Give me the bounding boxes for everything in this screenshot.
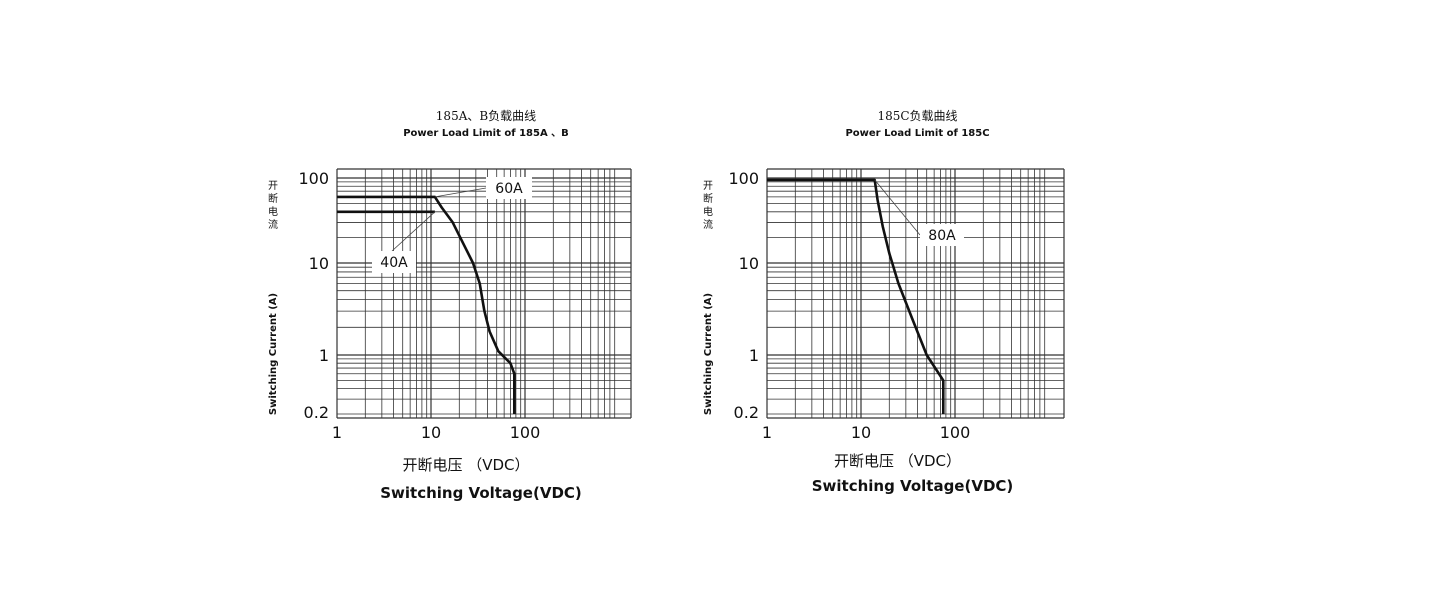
series-label: 60A: [495, 181, 523, 197]
y-axis-label-cn-char: 开: [703, 181, 713, 192]
callout-box: [486, 177, 532, 199]
y-axis-label-cn-char: 电: [703, 205, 713, 218]
chart-title: 185A、B负载曲线: [436, 109, 536, 123]
y-axis-label: Switching Current (A): [268, 293, 279, 415]
x-tick-label: 100: [940, 423, 971, 442]
y-tick-label: 1: [319, 346, 329, 365]
y-tick-label: 0.2: [734, 403, 759, 422]
chart-title: 185C负载曲线: [877, 109, 957, 123]
callout-leader: [391, 211, 436, 252]
y-tick-label: 1: [749, 346, 759, 365]
y-tick-label: 10: [309, 254, 329, 273]
x-tick-label: 1: [332, 423, 342, 442]
chart-subtitle: Power Load Limit of 185C: [845, 128, 989, 139]
x-axis-label-cn: 开断电压 （VDC）: [402, 456, 529, 474]
y-axis-label-cn-char: 流: [703, 218, 713, 231]
grid: [766, 168, 1065, 419]
x-axis-label: Switching Voltage(VDC): [812, 477, 1014, 495]
y-tick-label: 0.2: [304, 403, 329, 422]
y-axis-label-cn-char: 断: [703, 192, 713, 205]
y-axis-label-cn-char: 断: [268, 192, 278, 205]
series-line-60A: [337, 195, 516, 414]
x-axis-label: Switching Voltage(VDC): [380, 484, 582, 502]
y-tick-label: 100: [298, 169, 329, 188]
callout-box: [920, 224, 964, 246]
series-label: 80A: [928, 228, 956, 244]
x-axis-label-cn: 开断电压 （VDC）: [834, 452, 961, 470]
callout-leader: [874, 179, 921, 236]
x-tick-label: 10: [421, 423, 441, 442]
y-tick-label: 100: [728, 169, 759, 188]
series-line-80A: [767, 178, 945, 414]
x-tick-label: 100: [510, 423, 541, 442]
y-axis-label-cn-char: 电: [268, 205, 278, 218]
series-label: 40A: [380, 255, 408, 271]
y-axis-label-en: Switching Current (A): [268, 293, 279, 415]
callout-leader: [434, 187, 487, 198]
y-axis-label-cn-char: 开: [268, 181, 278, 192]
y-axis-label-cn-char: 流: [268, 218, 278, 231]
y-axis-label: Switching Current (A): [703, 293, 714, 415]
y-tick-label: 10: [739, 254, 759, 273]
x-tick-label: 10: [851, 423, 871, 442]
x-tick-label: 1: [762, 423, 772, 442]
chart-1: 185A、B负载曲线 Power Load Limit of 185A 、B 0.2…: [268, 109, 632, 502]
grid: [336, 168, 632, 419]
callout-box: [372, 251, 416, 273]
chart-subtitle: Power Load Limit of 185A 、B: [403, 128, 569, 139]
y-axis-label-en: Switching Current (A): [703, 293, 714, 415]
